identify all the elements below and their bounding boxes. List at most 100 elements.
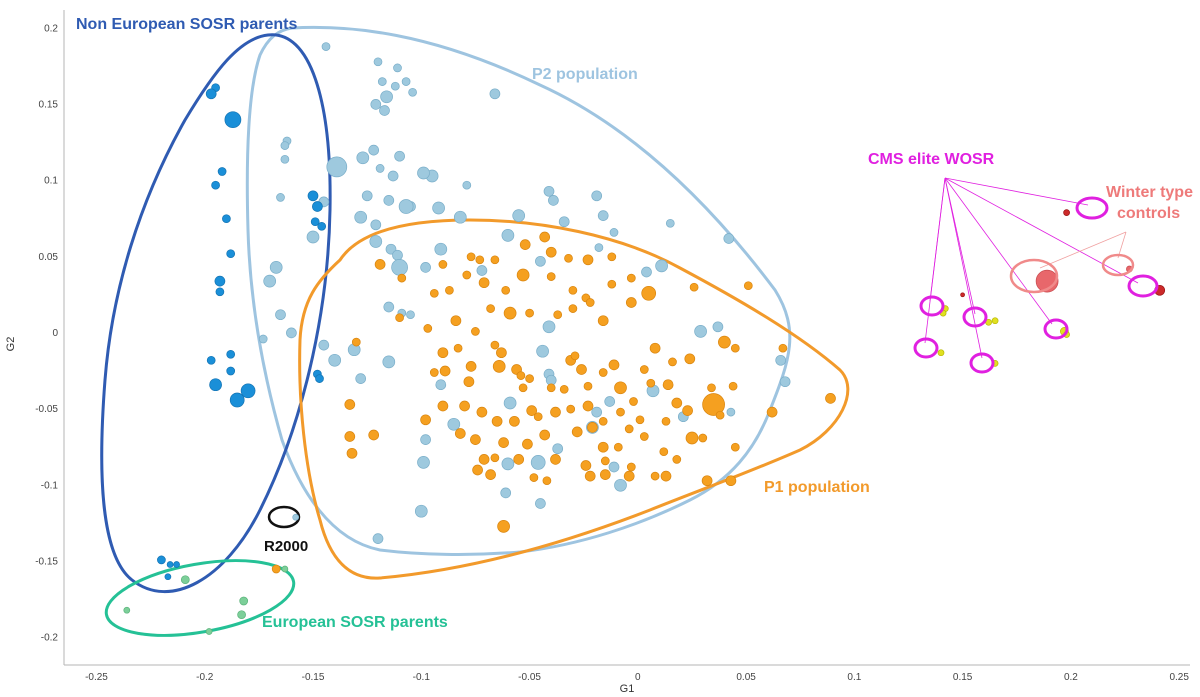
point-p1	[546, 272, 556, 281]
point-p1	[501, 285, 511, 295]
point-p2	[500, 487, 512, 499]
cms-connector	[944, 177, 1089, 206]
point-p1	[685, 431, 699, 445]
point-p2	[548, 195, 559, 206]
point-p2	[391, 259, 408, 276]
point-p1	[564, 253, 573, 263]
winter-connector	[1039, 231, 1127, 269]
point-european	[180, 575, 190, 585]
point-p2	[269, 261, 283, 274]
point-cms-red	[960, 292, 965, 298]
point-p2	[393, 63, 402, 73]
point-p1	[475, 255, 485, 265]
point-p2	[535, 255, 546, 267]
point-p1	[684, 353, 696, 365]
point-p2	[355, 373, 367, 384]
point-p1	[344, 399, 356, 410]
point-european	[239, 596, 249, 606]
point-non-european	[224, 111, 242, 129]
point-p2	[306, 230, 320, 244]
point-p1	[525, 308, 534, 318]
point-p1	[598, 416, 608, 426]
point-p1	[516, 268, 530, 282]
point-p1	[429, 368, 439, 377]
r2000-label: R2000	[264, 538, 308, 555]
point-p1	[546, 383, 556, 393]
point-p2	[379, 105, 390, 116]
point-p2	[368, 144, 380, 156]
cms-connector	[924, 177, 946, 344]
point-p1	[825, 393, 836, 404]
point-p1	[553, 310, 563, 320]
point-p1	[438, 260, 448, 269]
point-p1	[616, 407, 625, 417]
point-p1	[661, 416, 671, 426]
point-p1	[397, 273, 407, 283]
point-non-european	[173, 561, 180, 568]
point-p2	[453, 210, 467, 224]
winter-type-label: Winter type	[1106, 184, 1193, 201]
point-p1	[607, 252, 617, 262]
point-p1	[624, 424, 634, 434]
point-p1	[582, 400, 594, 412]
point-p1	[725, 475, 737, 487]
point-p1	[472, 464, 483, 476]
point-p1	[346, 447, 358, 459]
point-p1	[701, 475, 713, 487]
european-sosr-label: European SOSR parents	[262, 614, 448, 631]
point-p2	[775, 354, 787, 366]
point-p1	[607, 279, 617, 289]
point-non-european	[310, 217, 320, 227]
point-p2	[398, 199, 414, 214]
point-p2	[501, 229, 515, 242]
european-sosr-outline	[104, 559, 296, 637]
point-cms	[937, 349, 945, 357]
point-p2	[512, 209, 526, 222]
point-p1	[503, 306, 517, 320]
point-p1	[623, 470, 635, 482]
point-p1	[635, 415, 645, 425]
point-p1	[614, 381, 627, 395]
point-p1	[470, 434, 481, 445]
point-p1	[730, 442, 740, 452]
point-p1	[597, 441, 609, 453]
point-p1	[568, 304, 578, 313]
point-p1	[743, 281, 753, 291]
cms-elite-wosr-label: CMS elite WOSR	[868, 151, 995, 168]
point-p2	[286, 327, 297, 339]
point-non-european	[209, 378, 222, 392]
point-p2	[370, 99, 382, 110]
cms-ring	[1075, 196, 1109, 220]
point-p2	[536, 344, 549, 358]
point-non-european	[215, 287, 225, 297]
point-p2	[447, 417, 461, 431]
y-tick-label: 0.1	[44, 176, 58, 187]
p2-population-label: P2 population	[532, 66, 638, 83]
point-p1	[608, 359, 620, 371]
point-p2	[369, 235, 383, 248]
point-p2	[503, 396, 517, 410]
point-p1	[462, 270, 472, 280]
y-tick-label: 0	[52, 328, 58, 339]
point-p2	[321, 42, 331, 51]
point-p2	[435, 379, 447, 391]
non-european-sosr-outline	[100, 33, 332, 593]
x-tick-label: -0.05	[518, 672, 541, 683]
point-p1	[585, 298, 595, 307]
point-p2	[417, 166, 430, 180]
point-p1	[513, 454, 525, 465]
point-p1	[660, 470, 672, 482]
point-p1	[476, 406, 488, 418]
point-p1	[437, 400, 449, 412]
point-p2	[462, 180, 472, 190]
point-non-european	[240, 383, 256, 399]
point-european	[281, 565, 289, 573]
point-p1	[570, 351, 580, 361]
point-non-european	[222, 214, 231, 224]
point-p2	[665, 218, 675, 228]
point-p1	[587, 422, 598, 433]
point-p1	[662, 379, 674, 391]
point-p1	[568, 285, 578, 295]
point-non-european	[205, 88, 217, 100]
